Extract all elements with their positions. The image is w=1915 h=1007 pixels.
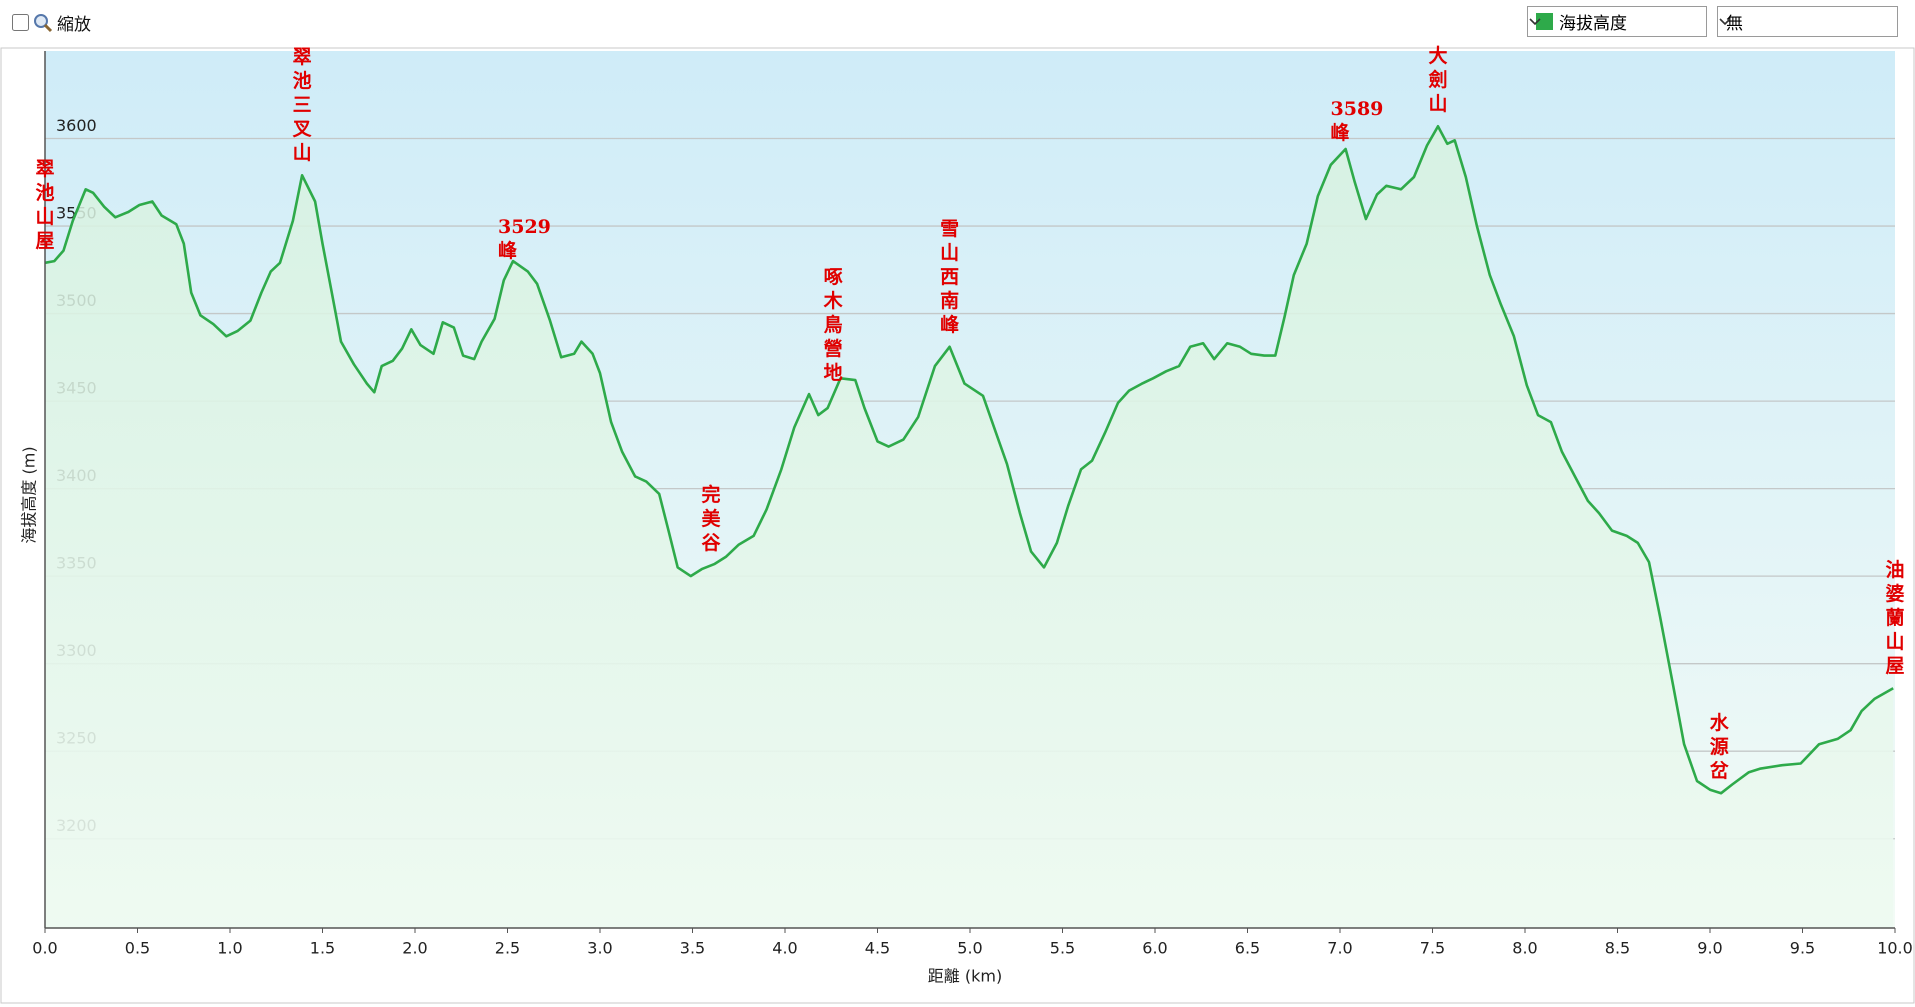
x-tick-label: 9.0 [1697, 939, 1722, 958]
x-tick-label: 3.5 [680, 939, 705, 958]
x-tick-label: 8.0 [1512, 939, 1537, 958]
legend-label: 海拔高度 [1559, 14, 1627, 34]
magnifier-icon [34, 13, 53, 32]
y-axis-title: 海拔高度 (m) [20, 446, 39, 543]
peak-label: 啄木鳥營地 [823, 266, 843, 385]
peak-label: 翠池三叉山 [292, 46, 312, 165]
peak-label: 完美谷 [701, 484, 721, 555]
x-tick-label: 7.5 [1420, 939, 1445, 958]
x-tick-label: 5.5 [1050, 939, 1075, 958]
zoom-checkbox[interactable] [12, 14, 29, 31]
x-tick-label: 2.0 [402, 939, 427, 958]
peak-label: 3589峰 [1330, 97, 1384, 144]
x-tick-label: 9.5 [1790, 939, 1815, 958]
zoom-control: 縮放 [12, 10, 91, 35]
x-tick-label: 10.0 [1877, 939, 1913, 958]
chevron [1719, 18, 1731, 26]
area [45, 126, 1894, 929]
elevation-line [44, 125, 1894, 795]
chevron [1529, 18, 1541, 26]
y-tick-label: 3600 [56, 116, 97, 135]
x-tick-label: 2.5 [495, 939, 520, 958]
overlay-select[interactable]: 無 [1717, 6, 1898, 37]
legend-swatch [1536, 13, 1553, 30]
x-tick-label: 0.0 [32, 939, 57, 958]
x-tick-label: 1.5 [310, 939, 335, 958]
series-select[interactable]: 海拔高度 [1527, 6, 1707, 37]
zoom-label: 縮放 [57, 15, 91, 35]
x-tick-label: 4.5 [865, 939, 890, 958]
peak-label: 雪山西南峰 [940, 217, 960, 336]
x-axis-title: 距離 (km) [928, 967, 1002, 986]
overlay-label: 無 [1726, 14, 1743, 34]
peak-label: 翠池山屋 [35, 157, 55, 252]
x-tick-label: 5.0 [957, 939, 982, 958]
peak-label: 油婆蘭山屋 [1885, 559, 1905, 678]
x-tick-label: 1.0 [217, 939, 242, 958]
x-tick-label: 3.0 [587, 939, 612, 958]
x-tick-label: 6.5 [1235, 939, 1260, 958]
x-tick-label: 0.5 [125, 939, 150, 958]
peak-label: 水源岔 [1709, 711, 1729, 782]
frame [0, 47, 1915, 1004]
x-tick-label: 6.0 [1142, 939, 1167, 958]
x-tick-label: 4.0 [772, 939, 797, 958]
peak-label: 3529峰 [498, 215, 551, 262]
x-tick-label: 7.0 [1327, 939, 1352, 958]
x-tick-label: 8.5 [1605, 939, 1630, 958]
peak-label: 大劍山 [1428, 45, 1448, 116]
